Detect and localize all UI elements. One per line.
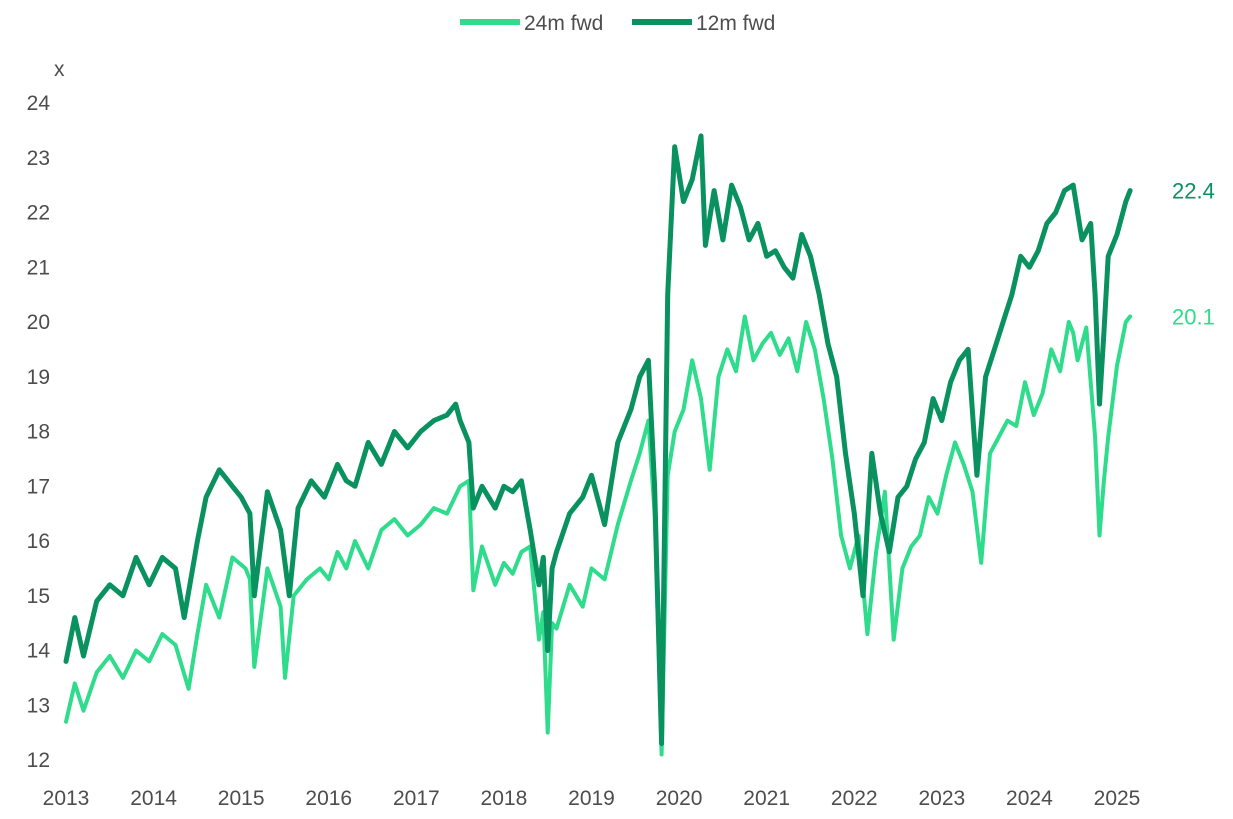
y-tick-label: 12 (27, 749, 50, 772)
x-tick-label: 2017 (393, 787, 440, 810)
y-tick-label: 21 (27, 256, 50, 279)
y-tick-label: 18 (27, 421, 50, 444)
x-tick-label: 2022 (831, 787, 878, 810)
x-axis-ticks: 2013 2014 2015 2016 2017 2018 2019 2020 2021 2022… (43, 787, 1141, 810)
x-tick-label: 2013 (43, 787, 90, 810)
x-tick-label: 2024 (1006, 787, 1053, 810)
end-value-labels: 20.1 22.4 (1172, 179, 1215, 330)
y-tick-label: 16 (27, 530, 50, 553)
x-tick-label: 2021 (743, 787, 790, 810)
x-tick-label: 2016 (305, 787, 352, 810)
y-tick-label: 17 (27, 475, 50, 498)
chart-legend: 24m fwd 12m fwd (460, 12, 775, 35)
series-line-1 (63, 133, 1133, 747)
x-tick-label: 2015 (218, 787, 265, 810)
y-axis-unit-label: x (54, 58, 65, 81)
x-tick-label: 2023 (918, 787, 965, 810)
y-tick-label: 20 (27, 311, 50, 334)
legend-label-0: 24m fwd (524, 12, 603, 35)
end-label-1: 22.4 (1172, 179, 1215, 204)
legend-label-1: 12m fwd (696, 12, 775, 35)
y-tick-label: 24 (27, 92, 51, 115)
x-tick-label: 2018 (481, 787, 528, 810)
y-tick-label: 19 (27, 366, 50, 389)
x-tick-label: 2020 (656, 787, 703, 810)
y-axis-ticks: 12 13 14 15 16 17 18 19 20 21 22 23 24 (27, 92, 51, 772)
x-tick-label: 2025 (1094, 787, 1141, 810)
end-label-0: 20.1 (1172, 305, 1215, 330)
y-tick-label: 22 (27, 202, 50, 225)
x-tick-label: 2019 (568, 787, 615, 810)
x-tick-label: 2014 (130, 787, 177, 810)
y-tick-label: 13 (27, 694, 50, 717)
y-tick-label: 14 (27, 640, 51, 663)
y-tick-label: 23 (27, 147, 50, 170)
y-tick-label: 15 (27, 585, 50, 608)
series-lines (63, 133, 1133, 757)
